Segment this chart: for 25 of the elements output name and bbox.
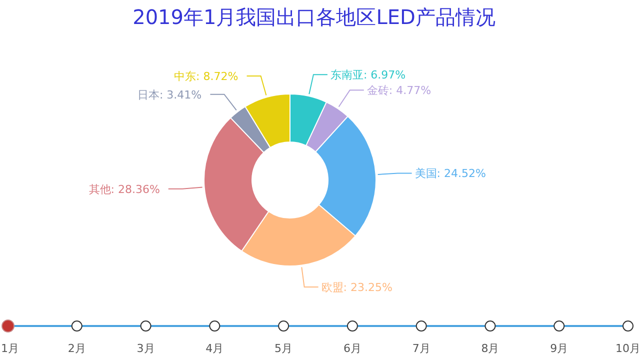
slice-label: 美国	[414, 167, 437, 180]
slice-label: 金砖	[366, 84, 389, 98]
text: 8月	[481, 342, 500, 355]
text: 6月	[343, 342, 362, 355]
data-label: : 4.77%	[388, 84, 432, 98]
slice-label: 东南亚	[330, 68, 364, 82]
slice-label: 欧盟	[321, 281, 344, 294]
text: 2月	[68, 342, 86, 355]
slice-label: 日本	[137, 88, 160, 102]
data-label: : 3.41%	[159, 88, 202, 102]
slice-label: 中东	[174, 70, 196, 84]
data-label: : 24.52%	[436, 167, 486, 180]
text: 3月	[136, 342, 155, 355]
text: 10月	[616, 342, 640, 355]
text: 1月	[1, 342, 19, 355]
data-label: : 8.72%	[196, 70, 238, 84]
chart-title: 2019年1月我国出口各地区LED产品情况	[132, 5, 496, 29]
data-label: : 23.25%	[343, 281, 392, 294]
text: 5月	[274, 342, 293, 355]
text: 9月	[550, 342, 568, 355]
data-label: : 6.97%	[363, 68, 406, 82]
text: 4月	[206, 342, 224, 355]
slice-label: 其他	[88, 182, 111, 196]
data-label: : 28.36%	[110, 182, 160, 196]
text: 7月	[412, 342, 430, 355]
